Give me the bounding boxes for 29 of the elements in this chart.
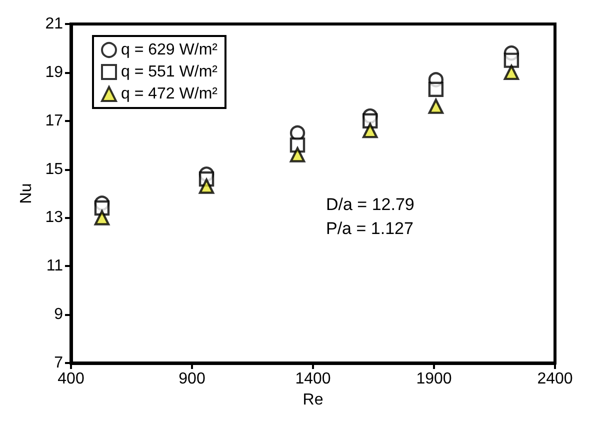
y-tick-label: 9 — [54, 306, 64, 324]
point — [290, 137, 306, 153]
y-tick-label: 11 — [46, 258, 64, 275]
x-axis-title: Re — [302, 391, 324, 408]
point — [362, 122, 378, 138]
point — [198, 178, 214, 194]
point — [428, 82, 444, 97]
legend-label: q = 629 W/m² — [121, 42, 218, 58]
x-tick-label: 2400 — [537, 370, 573, 388]
x-tick-label: 1900 — [416, 370, 452, 388]
y-tick-label: 19 — [45, 64, 64, 81]
legend-label: q = 472 W/m² — [121, 86, 218, 102]
point — [504, 64, 520, 80]
y-tick-label: 7 — [54, 354, 64, 372]
point — [94, 210, 110, 226]
y-axis-title: Nu — [18, 183, 35, 204]
x-tick-label: 1400 — [295, 370, 331, 388]
y-tick-label: 21 — [45, 16, 64, 32]
legend-label: q = 551 W/m² — [121, 64, 218, 80]
y-tick-label: 15 — [45, 160, 64, 178]
point — [428, 98, 444, 114]
y-tick-label: 17 — [45, 112, 64, 130]
point — [290, 147, 306, 162]
y-tick-label: 13 — [45, 209, 64, 226]
annotation: D/a = 12.79 — [326, 195, 414, 214]
x-tick-label: 900 — [178, 370, 206, 388]
x-tick-label: 400 — [58, 370, 84, 388]
point — [504, 52, 520, 68]
annotation: P/a = 1.127 — [326, 219, 414, 238]
